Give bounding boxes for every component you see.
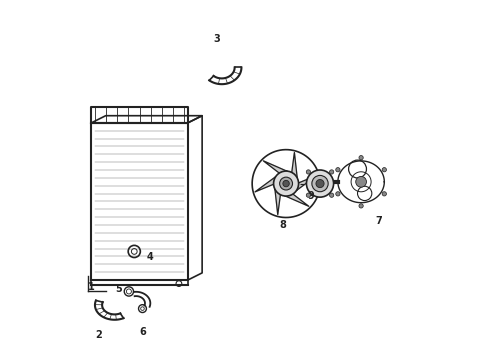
Text: 5: 5 xyxy=(115,284,122,294)
Polygon shape xyxy=(286,194,309,206)
Polygon shape xyxy=(263,161,287,173)
Text: 7: 7 xyxy=(375,216,382,226)
Circle shape xyxy=(329,170,334,174)
Polygon shape xyxy=(255,177,275,192)
Circle shape xyxy=(283,180,289,187)
Circle shape xyxy=(356,176,367,187)
Text: 3: 3 xyxy=(213,34,220,44)
Circle shape xyxy=(359,204,363,208)
Circle shape xyxy=(312,175,328,192)
Circle shape xyxy=(306,193,311,197)
Circle shape xyxy=(329,193,334,197)
Text: 6: 6 xyxy=(140,327,147,337)
Text: 2: 2 xyxy=(95,330,102,341)
Text: 9: 9 xyxy=(308,191,315,201)
Circle shape xyxy=(382,192,387,196)
Text: 4: 4 xyxy=(147,252,153,262)
Circle shape xyxy=(316,180,324,188)
Polygon shape xyxy=(275,189,280,215)
Circle shape xyxy=(382,168,387,172)
Circle shape xyxy=(336,192,340,196)
Polygon shape xyxy=(292,153,297,178)
Text: 1: 1 xyxy=(88,282,95,292)
Circle shape xyxy=(280,177,293,190)
Circle shape xyxy=(273,171,298,196)
Circle shape xyxy=(359,156,363,160)
Circle shape xyxy=(336,168,340,172)
Polygon shape xyxy=(296,175,317,190)
Text: 8: 8 xyxy=(279,220,286,230)
Circle shape xyxy=(306,170,334,197)
Circle shape xyxy=(306,170,311,174)
